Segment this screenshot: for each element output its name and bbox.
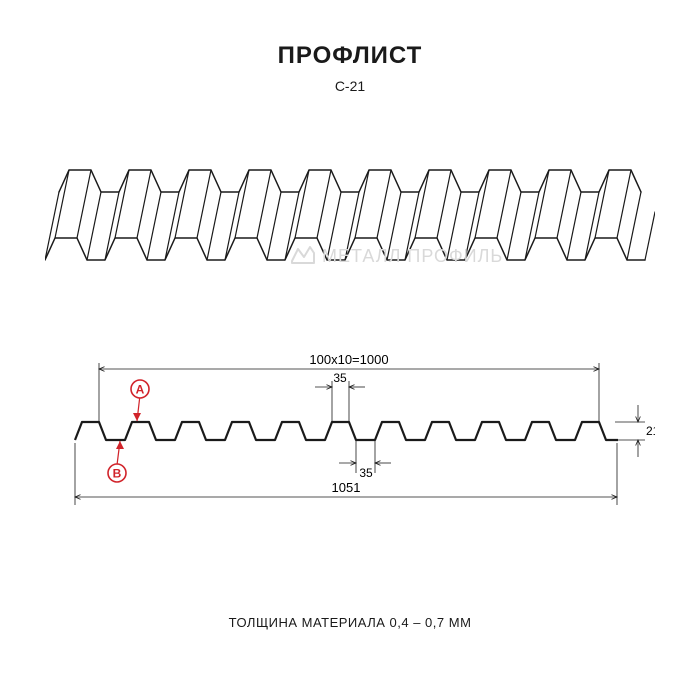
cross-section-drawing: 100х10=1000 A B 35 xyxy=(45,345,655,525)
dim-top-flat: 35 xyxy=(333,371,347,385)
dim-total-width: 1051 xyxy=(332,480,361,495)
marker-a: A xyxy=(131,380,149,421)
dim-bottom-flat: 35 xyxy=(359,466,373,480)
svg-text:B: B xyxy=(113,467,122,481)
page-title: ПРОФЛИСТ xyxy=(0,42,700,70)
svg-text:A: A xyxy=(136,383,145,397)
model-code: С-21 xyxy=(0,78,700,94)
dim-rib-height: 21 xyxy=(646,424,655,438)
dim-useful-width: 100х10=1000 xyxy=(309,352,388,367)
watermark: МЕТАЛЛ ПРОФИЛЬ xyxy=(290,245,503,267)
thickness-note: ТОЛЩИНА МАТЕРИАЛА 0,4 – 0,7 ММ xyxy=(0,615,700,630)
isometric-view xyxy=(45,130,655,300)
logo-icon xyxy=(290,245,316,267)
marker-b: B xyxy=(108,441,126,482)
watermark-text: МЕТАЛЛ ПРОФИЛЬ xyxy=(322,246,503,267)
